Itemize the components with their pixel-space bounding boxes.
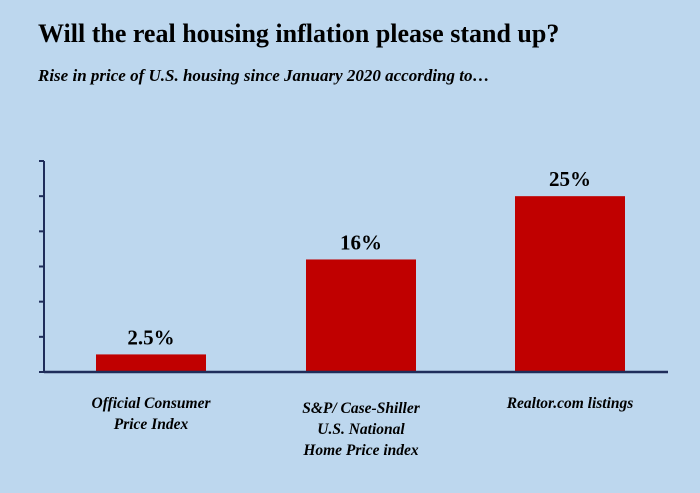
chart-subtitle: Rise in price of U.S. housing since Janu… [37, 66, 490, 85]
value-label: 16% [340, 230, 382, 254]
value-label: 2.5% [127, 325, 174, 349]
chart-title: Will the real housing inflation please s… [38, 19, 559, 48]
x-tick-label: Realtor.com listings [506, 395, 634, 412]
value-label: 25% [549, 167, 591, 191]
x-tick-label: S&P/ Case-Shiller U.S. National Home Pri… [302, 400, 420, 459]
bar [306, 259, 416, 372]
bar [96, 354, 206, 372]
x-tick-label: Official Consumer Price Index [91, 395, 211, 433]
bar [515, 196, 625, 372]
